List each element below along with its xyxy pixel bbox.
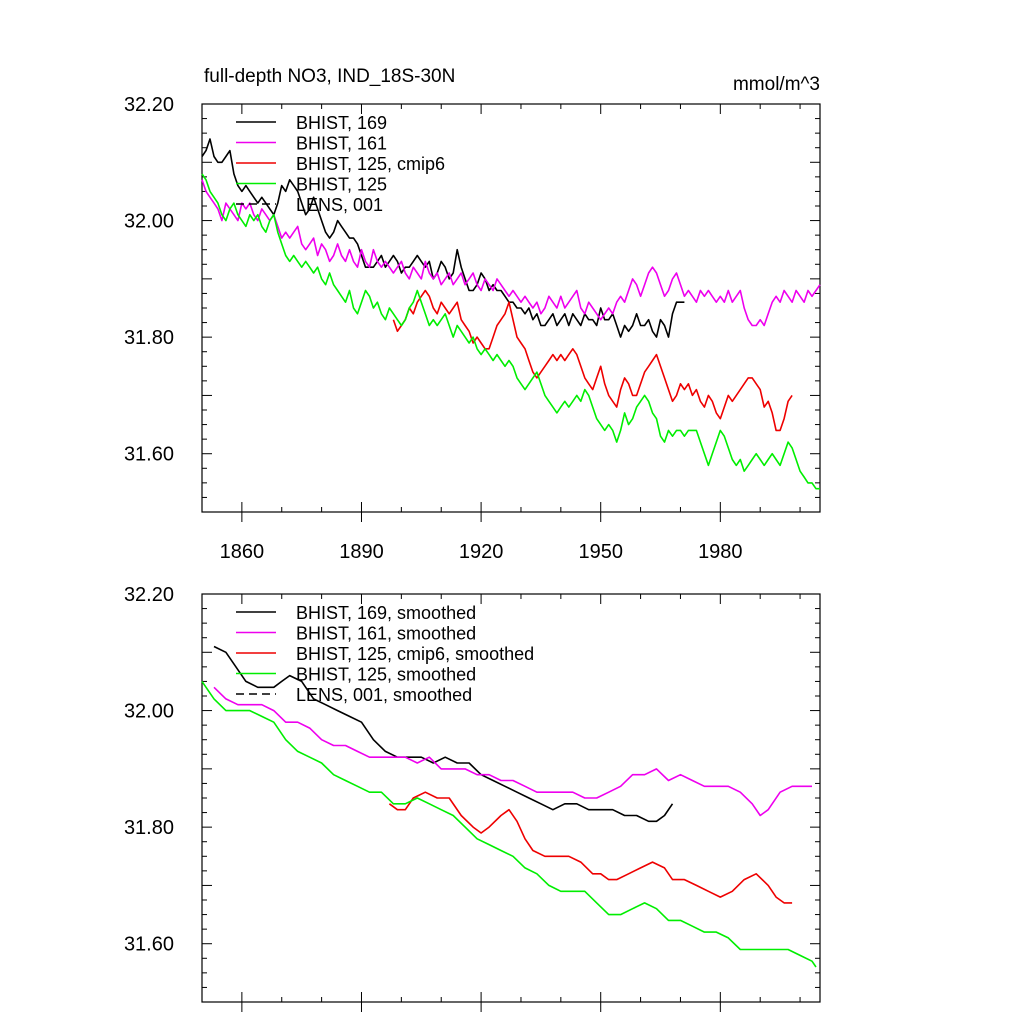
legend-label: BHIST, 125, smoothed — [296, 665, 476, 685]
panel-bottom: 32.20 32.00 31.80 31.60 BHIST, 169, smoothed… — [124, 584, 821, 1012]
legend-label: BHIST, 125, cmip6, smoothed — [296, 644, 534, 664]
legend-label: BHIST, 161 — [296, 134, 387, 154]
x-tick-label: 1920 — [459, 541, 504, 563]
legend-label: BHIST, 169, smoothed — [296, 603, 476, 623]
y-tick-label: 32.20 — [124, 94, 174, 116]
y-tick-label: 31.80 — [124, 817, 174, 839]
y-tick-label: 31.60 — [124, 934, 174, 956]
chart-units: mmol/m^3 — [733, 74, 820, 95]
x-tick-label: 1980 — [698, 541, 743, 563]
legend-label: LENS, 001, smoothed — [296, 685, 472, 705]
legend-label: BHIST, 161, smoothed — [296, 624, 476, 644]
panel-top: 32.20 32.00 31.80 31.60 1860 1890 1920 1950 1980… — [124, 66, 821, 563]
legend-label: BHIST, 169 — [296, 113, 387, 133]
y-tick-label: 32.20 — [124, 584, 174, 606]
series-line — [213, 686, 812, 817]
legend-label: LENS, 001 — [296, 195, 383, 215]
x-tick-label: 1950 — [578, 541, 623, 563]
x-tick-label: 1890 — [339, 541, 384, 563]
y-tick-label: 31.60 — [124, 444, 174, 466]
series-line — [201, 138, 685, 338]
chart-title: full-depth NO3, IND_18S-30N — [204, 66, 455, 87]
series-line — [201, 179, 821, 327]
y-tick-label: 32.00 — [124, 211, 174, 233]
legend-label: BHIST, 125 — [296, 175, 387, 195]
x-tick-label: 1860 — [220, 541, 265, 563]
series-line — [213, 645, 674, 823]
legend-label: BHIST, 125, cmip6 — [296, 154, 445, 174]
y-tick-label: 32.00 — [124, 701, 174, 723]
series-line — [392, 289, 793, 432]
series-line — [201, 680, 817, 968]
series-line — [388, 791, 793, 904]
series-line — [201, 173, 820, 490]
y-tick-label: 31.80 — [124, 327, 174, 349]
